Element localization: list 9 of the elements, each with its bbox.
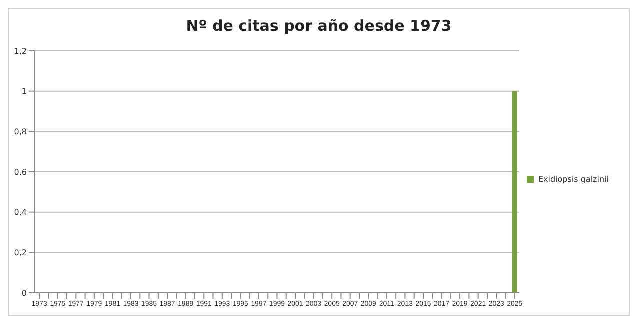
y-tick-label: 0,8 <box>14 128 27 137</box>
y-tick-label: 0,2 <box>14 248 27 258</box>
y-tick-label: 1,2 <box>14 46 27 56</box>
y-tick-label: 0,4 <box>14 208 27 218</box>
y-tick-label: 1 <box>22 87 27 96</box>
legend-label: Exidiopsis galzinii <box>538 174 609 184</box>
y-tick-label: 0 <box>22 288 27 298</box>
chart-title: Nº de citas por año desde 1973 <box>185 16 453 37</box>
y-tick-label: 0,6 <box>14 168 27 177</box>
